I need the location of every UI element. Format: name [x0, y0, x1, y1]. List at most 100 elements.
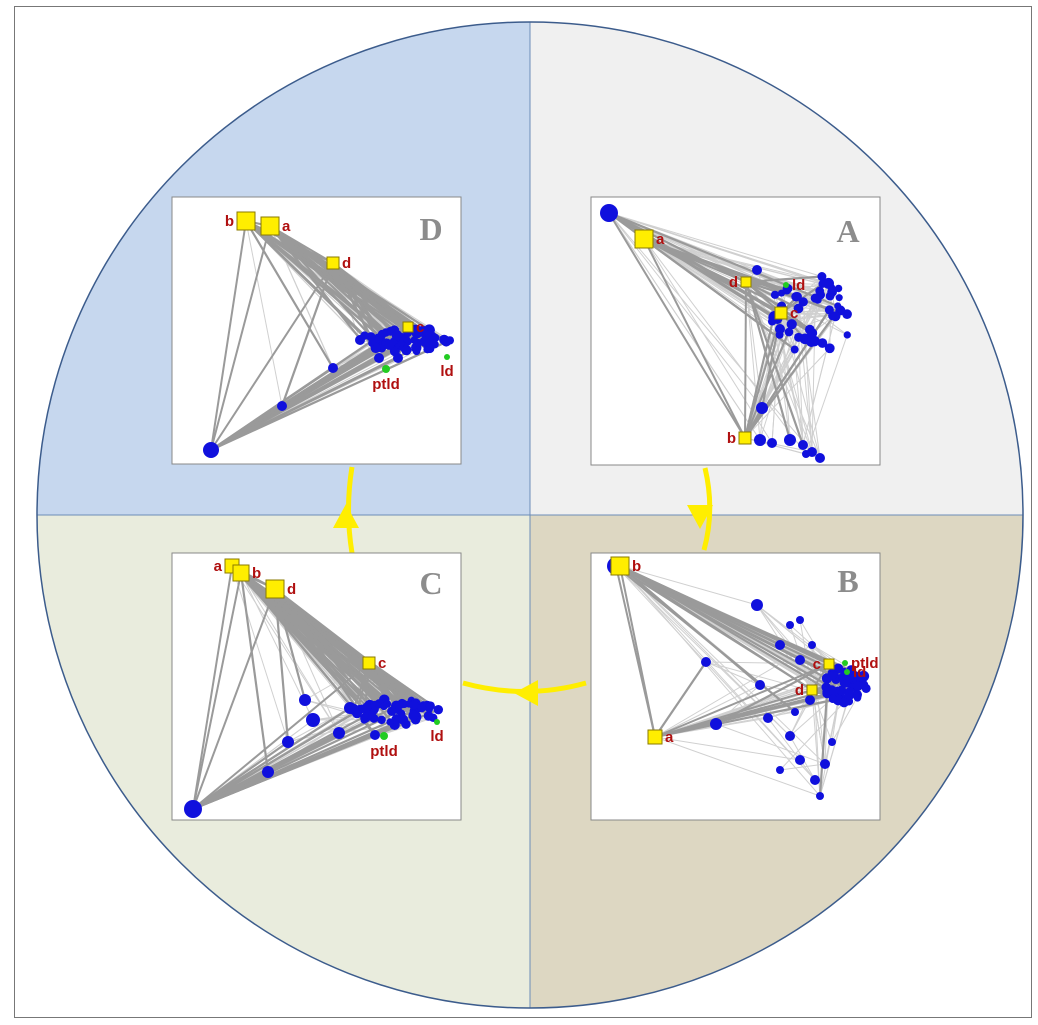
edge: [245, 220, 334, 369]
edge: [210, 346, 417, 451]
node-label-c: c: [378, 655, 386, 672]
edge: [240, 572, 340, 734]
edge: [210, 225, 271, 451]
node: [795, 655, 805, 665]
node-label-a: a: [214, 558, 223, 575]
nodes: [607, 556, 871, 800]
edge: [192, 565, 233, 810]
edge: [619, 565, 816, 781]
node: [262, 766, 274, 778]
node-ptld-dot: [382, 365, 390, 373]
node-b-square: [236, 211, 256, 231]
node: [333, 727, 345, 739]
edge: [654, 684, 761, 738]
node: [384, 339, 395, 350]
edge: [210, 339, 451, 451]
node: [387, 706, 397, 716]
node: [328, 363, 338, 373]
node-a-square: [647, 729, 663, 745]
node: [374, 353, 384, 363]
node: [752, 265, 762, 275]
edge: [192, 708, 361, 810]
node: [370, 730, 380, 740]
node: [775, 640, 785, 650]
edge: [767, 717, 816, 781]
edge: [269, 225, 334, 264]
node: [710, 718, 722, 730]
edge: [643, 238, 831, 297]
edge: [192, 662, 370, 810]
edge: [619, 565, 761, 686]
node-label-b: b: [225, 213, 234, 230]
node-c-square: [402, 321, 414, 333]
edge: [274, 588, 370, 664]
edge: [619, 565, 839, 692]
edge: [240, 572, 314, 721]
node-ld-dot: [844, 669, 850, 675]
node-label-b: b: [727, 430, 736, 447]
panel-c: a b d c ptld ld C: [171, 552, 462, 821]
edges: [192, 565, 439, 811]
edge: [654, 689, 813, 738]
node: [817, 338, 828, 348]
node-label-c: c: [813, 656, 821, 673]
node-c-square: [362, 656, 376, 670]
node: [419, 336, 430, 347]
edge: [210, 345, 404, 451]
node-c-square: [823, 658, 835, 670]
node: [815, 286, 825, 296]
edge: [745, 275, 822, 284]
node-a-square: [260, 216, 280, 236]
arrow-b-to-c-head: [514, 680, 538, 706]
edge: [192, 588, 276, 810]
node-label-b: b: [632, 558, 641, 575]
node: [299, 694, 311, 706]
panel-b: b ptld c ld d a B: [590, 552, 881, 821]
edge: [619, 565, 813, 691]
node: [835, 294, 843, 302]
node: [794, 332, 804, 342]
node-label-ld: ld: [853, 664, 866, 681]
node: [843, 331, 851, 339]
edge: [744, 312, 782, 439]
node: [804, 324, 815, 335]
node: [425, 344, 435, 354]
node-label-ptld: ptld: [370, 743, 398, 760]
edge: [619, 565, 826, 765]
edge: [643, 238, 747, 283]
node: [822, 277, 834, 289]
node: [377, 329, 387, 339]
node: [828, 694, 838, 704]
edge: [654, 663, 830, 738]
node: [785, 731, 795, 741]
node: [344, 702, 356, 714]
node: [808, 641, 816, 649]
edge: [240, 572, 370, 664]
nodes: [600, 204, 852, 463]
node: [828, 738, 836, 746]
node: [834, 302, 842, 310]
node: [853, 693, 862, 702]
node: [805, 695, 815, 705]
node: [701, 657, 711, 667]
node: [282, 736, 294, 748]
panel-frame: [171, 552, 462, 821]
edge: [240, 572, 375, 710]
node: [792, 292, 802, 301]
node: [786, 319, 797, 330]
node: [393, 353, 403, 363]
edge: [619, 565, 656, 738]
node-label-b: b: [252, 565, 261, 582]
node: [784, 434, 796, 446]
edge: [743, 323, 793, 439]
edge: [811, 298, 816, 453]
node-b-square: [738, 431, 752, 445]
edge: [192, 572, 242, 810]
node-d-square: [806, 684, 818, 696]
edge: [643, 238, 746, 439]
node-label-d: d: [287, 581, 296, 598]
edge: [269, 225, 383, 349]
node: [784, 327, 794, 337]
